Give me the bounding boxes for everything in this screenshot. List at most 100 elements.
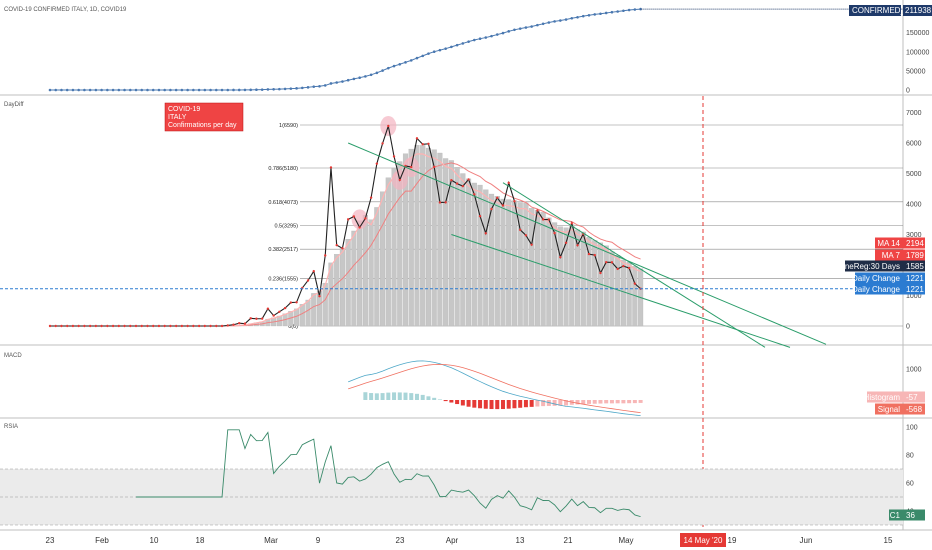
daily-point-64 [415, 137, 419, 140]
bar-76 [483, 189, 489, 327]
confirmed-point-57 [375, 71, 379, 75]
bar-43 [294, 308, 300, 327]
tag-value-box-macd-0 [903, 391, 925, 403]
bar-82 [517, 202, 523, 327]
confirmed-point-48 [323, 84, 327, 87]
bar-100 [620, 259, 626, 327]
tag-value-box-main-0 [903, 237, 925, 249]
confirmed-point-80 [507, 30, 511, 33]
bar-86 [540, 212, 546, 327]
main-tick-2: 5000 [906, 171, 922, 178]
tag-name-main-2: LineReg:30 Days [839, 262, 900, 271]
confirmed-point-10 [106, 88, 109, 92]
confirmed-point-98 [610, 10, 614, 14]
fib-label-0: 1(6590) [279, 123, 298, 129]
trend-line-1 [347, 142, 827, 345]
bar-52 [345, 239, 351, 327]
rsi-pane[interactable]: RSIA 100806040 [0, 424, 918, 526]
x-tick-label-8: 13 [516, 536, 525, 545]
macd-hist-bar-63 [409, 393, 414, 400]
macd-hist-bar-69 [443, 400, 448, 402]
confirmed-point-85 [536, 23, 539, 27]
daily-point-54 [358, 226, 361, 229]
confirmed-point-91 [570, 16, 574, 20]
macd-hist-bar-80 [506, 400, 511, 409]
daydiff-pane[interactable]: DayDiff 700060005000400030002000100001(6… [0, 96, 922, 530]
confirmed-point-54 [358, 76, 361, 79]
confirmed-point-63 [409, 59, 413, 62]
rsi-tick-1: 80 [906, 453, 914, 460]
tag-value-main-0: 2194 [906, 239, 924, 248]
daily-point-26 [197, 324, 201, 328]
confirmed-point-7 [88, 88, 92, 92]
bar-73 [466, 178, 472, 327]
confirmed-pane[interactable]: COVID-19 CONFIRMED ITALY, 1D, COVID19 20… [4, 5, 932, 95]
confirmed-point-65 [421, 54, 425, 58]
bar-48 [322, 282, 328, 327]
tag-name-box-main-0 [875, 237, 903, 249]
daily-point-27 [203, 324, 207, 328]
tag-main-2: LineReg:30 Days 1585 [839, 260, 925, 272]
daily-point-52 [346, 218, 350, 221]
daily-point-16 [140, 324, 143, 328]
main-tick-7: 0 [906, 324, 910, 331]
confirmed-point-94 [587, 13, 591, 17]
confirmed-point-102 [633, 8, 637, 11]
tag-name-box-main-4 [855, 283, 903, 295]
confirmed-point-24 [186, 88, 189, 92]
tag-value-macd-1: -568 [906, 405, 923, 414]
confirmed-point-31 [226, 88, 230, 92]
tag-rsi-0: C1 36 [889, 509, 925, 521]
rsi-line [136, 429, 641, 518]
confirmed-point-67 [432, 50, 436, 53]
daily-point-13 [123, 324, 126, 328]
macd-hist-bar-73 [466, 400, 471, 407]
daily-point-10 [106, 324, 109, 328]
main-tick-4: 3000 [906, 232, 922, 239]
macd-pane[interactable]: MACD 10000 [4, 353, 922, 416]
bar-85 [534, 210, 540, 327]
annotation-box[interactable]: COVID-19 ITALY Confirmations per day [164, 102, 244, 132]
bar-89 [557, 226, 563, 327]
macd-hist-bar-95 [592, 400, 597, 404]
tag-value-box-rsi-0 [903, 509, 925, 521]
daily-point-97 [604, 261, 608, 264]
tag-value-main-2: 1585 [906, 262, 924, 271]
confirmed-point-25 [192, 88, 195, 92]
tag-value-macd-0: -57 [906, 393, 918, 402]
bar-87 [546, 217, 552, 327]
daily-point-100 [622, 264, 625, 268]
signal-line [348, 363, 641, 414]
confirmed-point-99 [616, 10, 619, 13]
confirmed-point-56 [369, 73, 373, 77]
confirmed-point-66 [427, 52, 430, 55]
tag-main-3: Daily Change 1221 [852, 272, 925, 284]
confirmed-point-72 [461, 42, 465, 45]
tag-name-box-main-2 [845, 260, 903, 272]
fib-label-3: 0.5(3295) [274, 224, 298, 230]
confirmed-point-101 [627, 8, 631, 12]
bar-46 [311, 293, 317, 327]
confirmed-point-0 [48, 88, 52, 92]
confirmed-point-75 [478, 37, 482, 40]
confirmed-point-50 [335, 81, 339, 84]
confirmed-point-21 [169, 88, 172, 92]
daily-point-85 [536, 209, 539, 212]
daily-point-14 [129, 324, 132, 328]
daily-point-50 [335, 243, 338, 247]
daily-point-72 [461, 184, 465, 188]
daily-point-46 [312, 269, 315, 273]
confirmed-point-41 [283, 87, 287, 91]
daily-point-48 [324, 254, 327, 257]
daily-point-61 [398, 178, 401, 182]
bar-79 [500, 198, 506, 327]
daily-point-65 [421, 143, 424, 146]
daily-point-86 [541, 218, 545, 221]
macd-hist-bar-101 [627, 400, 632, 404]
bar-80 [506, 199, 512, 327]
confirmed-point-11 [111, 88, 115, 92]
macd-label: MACD [4, 353, 22, 359]
